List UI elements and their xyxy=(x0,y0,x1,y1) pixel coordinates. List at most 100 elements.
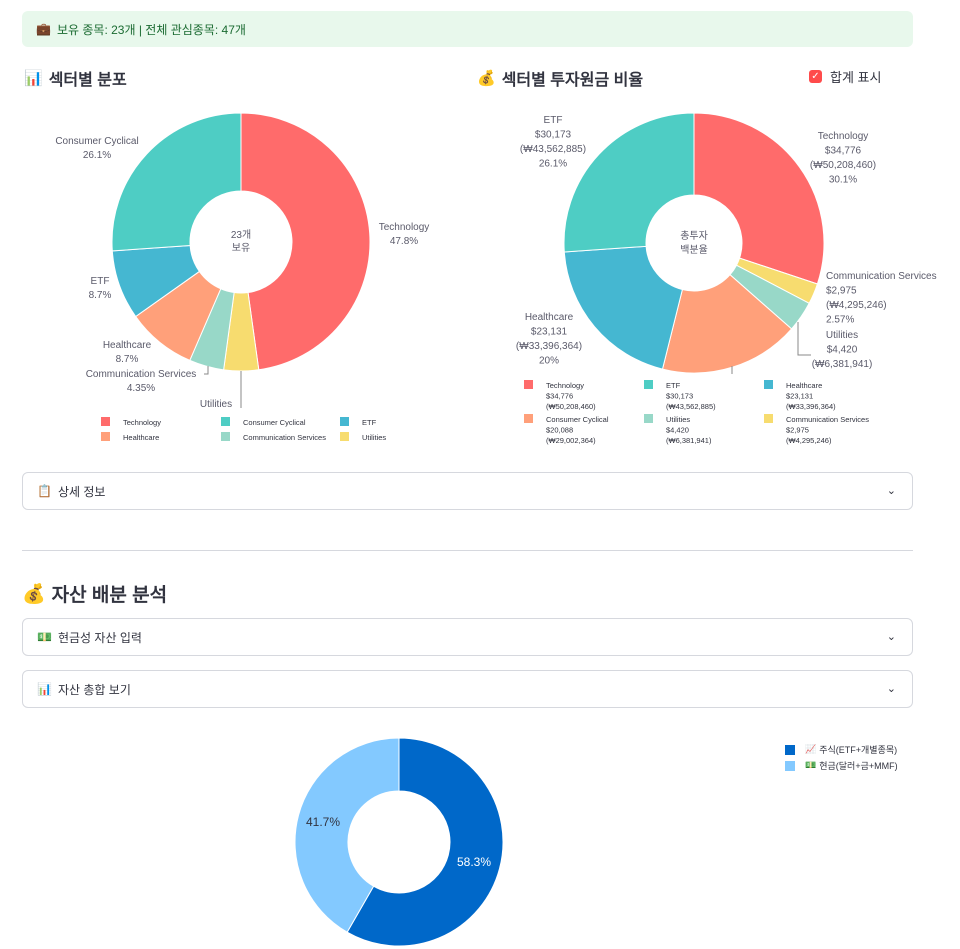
slice-label-pct: 8.7% xyxy=(89,290,112,301)
cash-icon: 💵 xyxy=(37,630,52,644)
slice-label: 20% xyxy=(539,356,559,367)
legend-label[interactable]: $30,173 xyxy=(666,392,693,401)
bar-chart-icon: 📊 xyxy=(37,682,52,696)
legend-label[interactable]: ETF xyxy=(362,418,377,427)
legend-item-cash[interactable]: 💵 현금(달러+금+MMF) xyxy=(785,759,898,772)
show-total-label: 합계 표시 xyxy=(830,70,882,85)
sector-invest-slice-3[interactable] xyxy=(661,274,793,374)
legend-label[interactable]: Technology xyxy=(546,381,584,390)
legend-swatch xyxy=(764,414,773,423)
legend-label[interactable]: $23,131 xyxy=(786,392,813,401)
legend-label[interactable]: $4,420 xyxy=(666,426,689,435)
holdings-info-text: 보유 종목: 23개 | 전체 관심종목: 47개 xyxy=(56,22,246,37)
slice-label: ETF xyxy=(544,115,563,126)
legend-label[interactable]: $2,975 xyxy=(786,426,809,435)
legend-swatch xyxy=(340,432,349,441)
legend-label[interactable]: Consumer Cyclical xyxy=(546,415,609,424)
sector-dist-slice-0[interactable] xyxy=(240,112,371,371)
cash-asset-input-expander[interactable]: 💵 현금성 자산 입력 ⌄ xyxy=(22,618,913,656)
legend-swatch xyxy=(101,417,110,426)
legend-swatch xyxy=(340,417,349,426)
money-bag-icon: 💰 xyxy=(22,583,46,605)
detail-info-label: 상세 정보 xyxy=(57,484,106,499)
legend-label[interactable]: (₩33,396,364) xyxy=(786,402,836,411)
slice-label: (₩50,208,460) xyxy=(810,160,876,171)
legend-label[interactable]: Technology xyxy=(123,418,161,427)
legend-swatch xyxy=(524,380,533,389)
asset-slice-0[interactable] xyxy=(346,737,504,947)
slice-label: Healthcare xyxy=(525,312,574,323)
chevron-down-icon[interactable]: ⌄ xyxy=(886,485,896,497)
asset-allocation-title: 💰 자산 배분 분석 xyxy=(22,580,167,607)
leader-line xyxy=(204,366,209,375)
center-label-line1: 총투자 xyxy=(680,230,708,242)
sector-dist-slice-5[interactable] xyxy=(111,112,242,252)
legend-label[interactable]: Healthcare xyxy=(123,433,159,442)
asset-allocation-chart: 58.3% 41.7% xyxy=(294,737,504,947)
slice-label-pct: 8.7% xyxy=(116,354,139,365)
legend-label: 주식(ETF+개별종목) xyxy=(819,745,898,755)
checkmark-icon[interactable]: ✓ xyxy=(809,70,822,83)
slice-label: $34,776 xyxy=(825,146,862,157)
legend-swatch xyxy=(644,414,653,423)
asset-slice-1[interactable] xyxy=(294,737,400,933)
legend-label[interactable]: Communication Services xyxy=(243,433,326,442)
slice-pct-label: 58.3% xyxy=(457,855,491,869)
legend-label[interactable]: Consumer Cyclical xyxy=(243,418,306,427)
detail-info-expander[interactable]: 📋 상세 정보 ⌄ xyxy=(22,472,913,510)
legend-label[interactable]: $20,088 xyxy=(546,426,573,435)
legend-swatch xyxy=(101,432,110,441)
slice-label-name: Technology xyxy=(379,222,430,233)
slice-label: Utilities xyxy=(826,330,858,341)
slice-label-name: Communication Services xyxy=(86,369,197,380)
legend-label[interactable]: ETF xyxy=(666,381,681,390)
sector-investment-title: 💰 섹터별 투자원금 비율 xyxy=(477,66,643,90)
center-label-line1: 23개 xyxy=(231,229,251,241)
sector-invest-slice-4[interactable] xyxy=(563,245,683,370)
slice-pct-label: 41.7% xyxy=(306,815,340,829)
sector-invest-slice-0[interactable] xyxy=(693,112,825,285)
slice-label: 26.1% xyxy=(539,159,567,170)
legend-swatch xyxy=(221,432,230,441)
cash-icon: 💵 xyxy=(805,760,817,770)
show-total-checkbox[interactable]: ✓ 합계 표시 xyxy=(809,67,881,86)
slice-label-name: Utilities xyxy=(200,399,232,410)
legend-label[interactable]: $34,776 xyxy=(546,392,573,401)
slice-label: (₩6,381,941) xyxy=(812,359,873,370)
legend-label[interactable]: (₩43,562,885) xyxy=(666,402,716,411)
slice-label: $23,131 xyxy=(531,327,568,338)
slice-label-pct: 47.8% xyxy=(390,236,418,247)
slice-label-name: Consumer Cyclical xyxy=(55,136,138,147)
legend-label[interactable]: (₩6,381,941) xyxy=(666,436,712,445)
slice-label: Communication Services xyxy=(826,271,937,282)
slice-label: Technology xyxy=(818,131,869,142)
slice-label: $4,420 xyxy=(827,345,858,356)
clipboard-icon: 📋 xyxy=(37,484,52,498)
slice-label: $2,975 xyxy=(826,286,857,297)
sector-investment-chart: 총투자백분율Technology$34,776(₩50,208,460)30.1… xyxy=(516,112,937,445)
legend-label[interactable]: Healthcare xyxy=(786,381,822,390)
legend-label[interactable]: (₩50,208,460) xyxy=(546,402,596,411)
legend-label[interactable]: (₩29,002,364) xyxy=(546,436,596,445)
money-bag-icon: 💰 xyxy=(477,70,496,87)
legend-label: 현금(달러+금+MMF) xyxy=(819,761,898,771)
slice-label: 2.57% xyxy=(826,315,854,326)
chevron-down-icon[interactable]: ⌄ xyxy=(886,631,896,643)
slice-label-pct: 4.35% xyxy=(127,383,155,394)
legend-item-stocks[interactable]: 📈 주식(ETF+개별종목) xyxy=(785,743,897,756)
center-label-line2: 백분율 xyxy=(680,244,708,256)
legend-label[interactable]: (₩4,295,246) xyxy=(786,436,832,445)
asset-allocation-title-text: 자산 배분 분석 xyxy=(51,585,168,606)
legend-swatch xyxy=(764,380,773,389)
asset-summary-expander[interactable]: 📊 자산 총합 보기 ⌄ xyxy=(22,670,913,708)
cash-asset-input-label: 현금성 자산 입력 xyxy=(57,630,142,645)
legend-label[interactable]: Communication Services xyxy=(786,415,869,424)
legend-label[interactable]: Utilities xyxy=(362,433,386,442)
slice-label-pct: 26.1% xyxy=(83,150,111,161)
legend-label[interactable]: Utilities xyxy=(666,415,690,424)
legend-swatch xyxy=(221,417,230,426)
sector-invest-slice-5[interactable] xyxy=(563,112,695,253)
chevron-down-icon[interactable]: ⌄ xyxy=(886,683,896,695)
slice-label: (₩4,295,246) xyxy=(826,300,887,311)
legend-swatch xyxy=(785,760,795,771)
